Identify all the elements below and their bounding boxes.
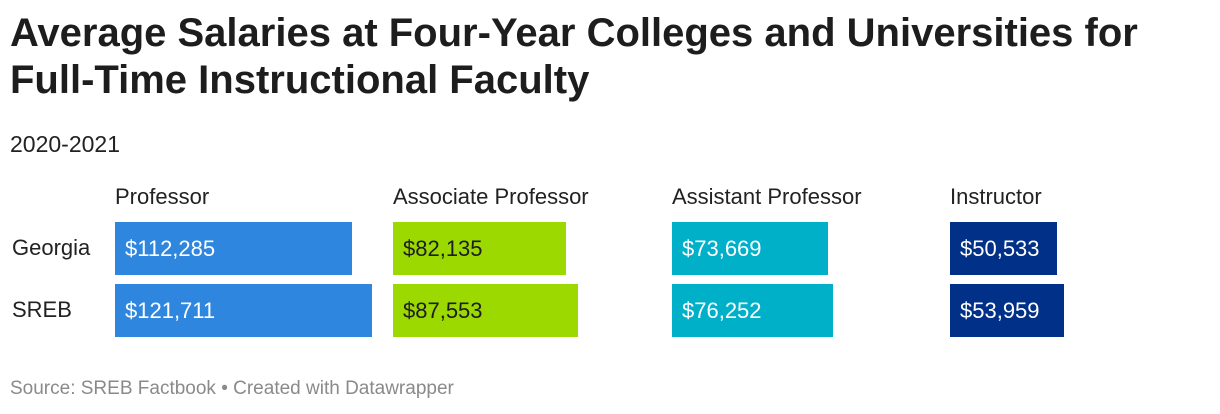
bar: $73,669 [672, 222, 828, 275]
bar: $112,285 [115, 222, 352, 275]
bar-value-label: $121,711 [125, 298, 216, 323]
column-header: Assistant Professor [672, 184, 862, 209]
bar-value-label: $50,533 [960, 236, 1040, 261]
column-header: Instructor [950, 184, 1042, 209]
chart-footer: Source: SREB Factbook • Created with Dat… [10, 378, 454, 399]
row-label: Georgia [12, 235, 91, 260]
bar: $76,252 [672, 284, 833, 337]
column-header: Professor [115, 184, 210, 209]
chart-subtitle: 2020-2021 [10, 131, 120, 157]
bar: $53,959 [950, 284, 1064, 337]
column-header: Associate Professor [393, 184, 589, 209]
bar-value-label: $82,135 [403, 236, 483, 261]
bar: $50,533 [950, 222, 1057, 275]
bar: $82,135 [393, 222, 566, 275]
bar-value-label: $76,252 [682, 298, 762, 323]
chart-title: Average Salaries at Four-Year Colleges a… [10, 11, 1138, 102]
row-label: SREB [12, 297, 72, 322]
bar: $87,553 [393, 284, 578, 337]
bar-value-label: $112,285 [125, 236, 216, 261]
bar-value-label: $53,959 [960, 298, 1040, 323]
bar-value-label: $87,553 [403, 298, 483, 323]
bar-value-label: $73,669 [682, 236, 762, 261]
bar: $121,711 [115, 284, 372, 337]
